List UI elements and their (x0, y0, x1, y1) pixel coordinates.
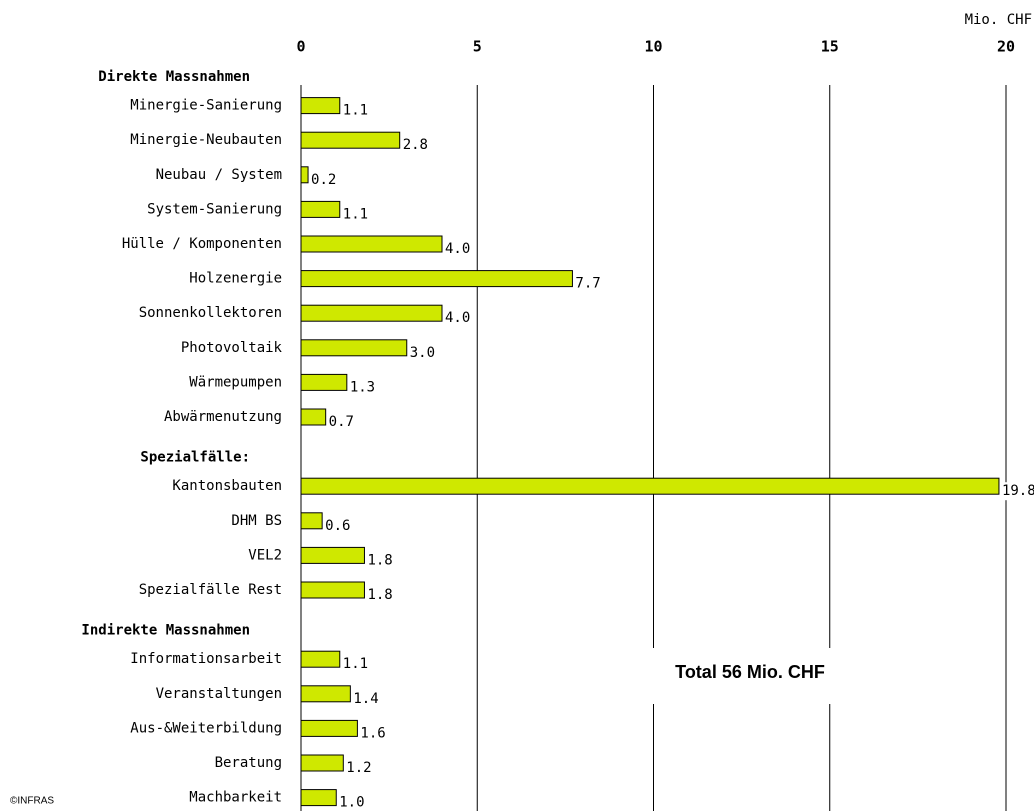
x-tick-label: 20 (997, 38, 1015, 56)
bar (300, 97, 341, 115)
y-tick-label: Kantonsbauten (172, 478, 282, 494)
annotation: Total 56 Mio. CHF (675, 662, 825, 682)
bar (300, 270, 573, 288)
label-bg (310, 170, 338, 189)
bar (300, 719, 358, 737)
bar (300, 408, 327, 426)
credit: ©INFRAS (10, 796, 54, 807)
label-bg (352, 689, 380, 708)
value-label: 1.1 (343, 656, 368, 672)
x-tick-label: 5 (473, 38, 482, 56)
label-bg (1000, 482, 1034, 501)
y-tick-label: Holzenergie (189, 271, 282, 287)
y-tick-label: Photovoltaik (181, 340, 283, 356)
label-bg (444, 309, 472, 328)
label-bg (359, 724, 387, 743)
bar (300, 477, 1000, 495)
value-label: 1.0 (339, 795, 364, 811)
label-bg (341, 655, 370, 674)
bar (300, 373, 348, 391)
y-tick-label: VEL2 (248, 547, 282, 563)
bar (300, 546, 365, 564)
value-label: 1.2 (346, 760, 371, 776)
y-tick-label: Veranstaltungen (156, 686, 282, 702)
value-label: 0.7 (329, 414, 354, 430)
label-bg (338, 793, 366, 811)
y-tick-label: Beratung (215, 755, 282, 771)
y-tick-label: Spezialfälle Rest (139, 582, 282, 598)
y-tick-label: DHM BS (231, 513, 282, 529)
bar (300, 131, 401, 149)
bar (300, 685, 351, 703)
unit-label: Mio. CHF (965, 12, 1032, 28)
value-label: 4.0 (445, 241, 470, 257)
bar (300, 650, 341, 668)
y-tick-label: System-Sanierung (147, 201, 282, 217)
value-label: 4.0 (445, 310, 470, 326)
y-tick-label: Wärmepumpen (189, 374, 282, 390)
value-label: 2.8 (403, 137, 428, 153)
y-tick-label: Sonnenkollektoren (139, 305, 282, 321)
value-label: 7.7 (575, 276, 600, 292)
value-label: 0.6 (325, 518, 350, 534)
y-tick-label: Machbarkeit (189, 790, 282, 806)
label-bg (366, 586, 394, 604)
value-label: 1.8 (367, 587, 392, 603)
value-label: 19.8 (1002, 483, 1034, 499)
group-header: Indirekte Massnahmen (81, 623, 250, 639)
label-bg (327, 413, 355, 431)
bar (300, 166, 309, 184)
x-tick-label: 15 (821, 38, 839, 56)
value-label: 1.4 (353, 691, 378, 707)
bar (300, 512, 323, 530)
bar (300, 754, 344, 772)
bar (300, 200, 341, 218)
y-tick-label: Hülle / Komponenten (122, 236, 282, 252)
value-label: 3.0 (410, 345, 435, 361)
group-header: Spezialfälle: (140, 450, 250, 466)
label-bg (574, 274, 602, 293)
value-label: 1.1 (343, 103, 368, 119)
y-tick-label: Minergie-Sanierung (130, 98, 282, 114)
bar (300, 339, 408, 357)
bar (300, 304, 443, 322)
y-tick-label: Neubau / System (156, 167, 282, 183)
annotation-bg (620, 648, 880, 704)
label-bg (401, 136, 429, 155)
y-tick-label: Aus-&Weiterbildung (130, 720, 282, 736)
label-bg (408, 343, 437, 362)
label-bg (324, 516, 352, 535)
bar (300, 235, 443, 253)
label-bg (341, 101, 370, 120)
label-bg (341, 205, 370, 224)
value-label: 1.6 (360, 725, 385, 741)
x-tick-label: 10 (644, 38, 662, 56)
label-bg (345, 759, 373, 777)
label-bg (366, 551, 394, 570)
value-label: 0.2 (311, 172, 336, 188)
label-bg (348, 378, 377, 397)
label-bg (444, 240, 472, 258)
value-label: 1.3 (350, 379, 375, 395)
value-label: 1.1 (343, 206, 368, 222)
group-header: Direkte Massnahmen (98, 69, 250, 85)
bar (300, 789, 337, 807)
y-tick-label: Abwärmenutzung (164, 409, 282, 425)
y-tick-label: Informationsarbeit (130, 651, 282, 667)
x-tick-label: 0 (296, 38, 305, 56)
y-tick-label: Minergie-Neubauten (130, 132, 282, 148)
value-label: 1.8 (367, 552, 392, 568)
bar (300, 581, 365, 599)
